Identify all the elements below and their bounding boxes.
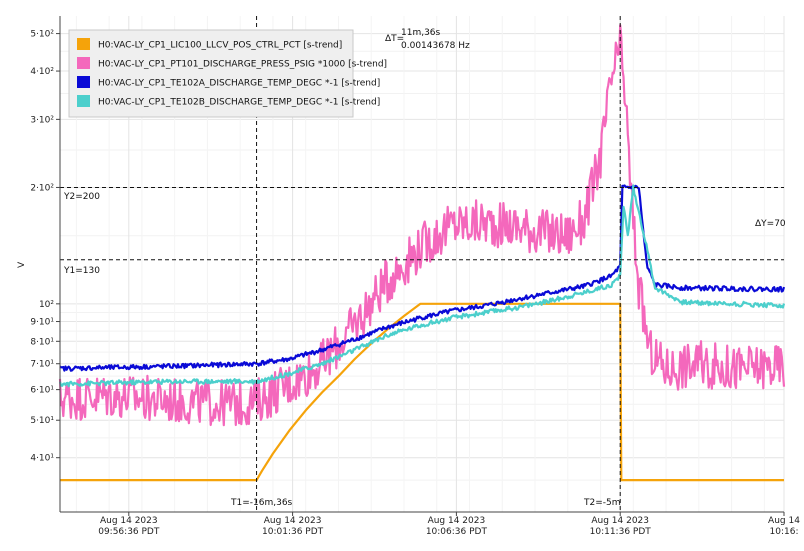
delta-t-frequency: 0.00143678 Hz	[401, 41, 470, 51]
x-tick-label-time-0: 09:56:36 PDT	[98, 527, 160, 537]
x-tick-label-time-3: 10:11:36 PDT	[590, 527, 652, 537]
cursor-layer	[60, 16, 784, 512]
legend: H0:VAC-LY_CP1_LIC100_LLCV_POS_CTRL_PCT […	[68, 29, 387, 118]
y-axis-label: V	[17, 261, 27, 268]
y-tick-label-6: 10²	[39, 300, 54, 310]
legend-label-2: H0:VAC-LY_CP1_TE102A_DISCHARGE_TEMP_DEGC…	[98, 79, 380, 89]
legend-label-0: H0:VAC-LY_CP1_LIC100_LLCV_POS_CTRL_PCT […	[98, 41, 342, 51]
series-line-1	[58, 24, 786, 427]
legend-swatch-2	[77, 76, 90, 88]
legend-swatch-1	[77, 57, 90, 69]
legend-label-1: H0:VAC-LY_CP1_PT101_DISCHARGE_PRESS_PSIG…	[98, 60, 387, 70]
legend-item-0[interactable]: H0:VAC-LY_CP1_LIC100_LLCV_POS_CTRL_PCT […	[77, 38, 342, 51]
x-tick-label-time-2: 10:06:36 PDT	[426, 527, 488, 537]
x-tick-label-date-4: Aug 14	[768, 516, 800, 526]
y-tick-label-10: 5·10²	[30, 30, 54, 40]
y-tick-label-0: 4·10¹	[30, 454, 54, 464]
legend-item-2[interactable]: H0:VAC-LY_CP1_TE102A_DISCHARGE_TEMP_DEGC…	[77, 76, 380, 89]
y1-cursor-label: Y1=130	[63, 266, 100, 276]
series-layer	[58, 24, 786, 482]
y-tick-label-2: 6·10¹	[30, 386, 54, 396]
y-tick-label-1: 5·10¹	[30, 416, 54, 426]
x-tick-label-date-1: Aug 14 2023	[264, 516, 322, 526]
y-tick-label-7: 2·10²	[30, 183, 54, 193]
x-tick-label-time-1: 10:01:36 PDT	[262, 527, 324, 537]
delta-t-value: 11m,36s	[401, 28, 441, 38]
t1-cursor-label: T1=-16m,36s	[230, 498, 293, 508]
x-tick-label-time-4: 10:16:	[770, 527, 799, 537]
y-tick-label-9: 4·10²	[30, 67, 54, 77]
legend-swatch-3	[77, 95, 90, 107]
y-tick-label-4: 8·10¹	[30, 337, 54, 347]
series-line-0	[60, 302, 784, 482]
legend-item-1[interactable]: H0:VAC-LY_CP1_PT101_DISCHARGE_PRESS_PSIG…	[77, 57, 387, 70]
axis-layer: 4·10¹ 5·10¹ 6·10¹ 7·10¹ 8·10¹ 9·10¹ 10² 2·10² 3·…	[30, 16, 800, 537]
t2-cursor-label: T2=-5m	[583, 498, 621, 508]
delta-t-label: ΔT=	[385, 34, 404, 44]
legend-swatch-0	[77, 38, 90, 50]
y-tick-label-3: 7·10¹	[30, 360, 54, 370]
series-line-3	[58, 184, 786, 388]
legend-box	[68, 29, 354, 118]
legend-label-3: H0:VAC-LY_CP1_TE102B_DISCHARGE_TEMP_DEGC…	[98, 98, 380, 108]
delta-y-label: ΔY=70	[755, 219, 786, 229]
x-tick-label-date-0: Aug 14 2023	[100, 516, 158, 526]
series-line-2	[59, 184, 786, 372]
legend-item-3[interactable]: H0:VAC-LY_CP1_TE102B_DISCHARGE_TEMP_DEGC…	[77, 95, 380, 108]
y-tick-label-8: 3·10²	[30, 115, 54, 125]
x-tick-label-date-3: Aug 14 2023	[591, 516, 649, 526]
x-tick-label-date-2: Aug 14 2023	[428, 516, 486, 526]
y-tick-label-5: 9·10¹	[30, 318, 54, 328]
y2-cursor-label: Y2=200	[63, 192, 100, 202]
